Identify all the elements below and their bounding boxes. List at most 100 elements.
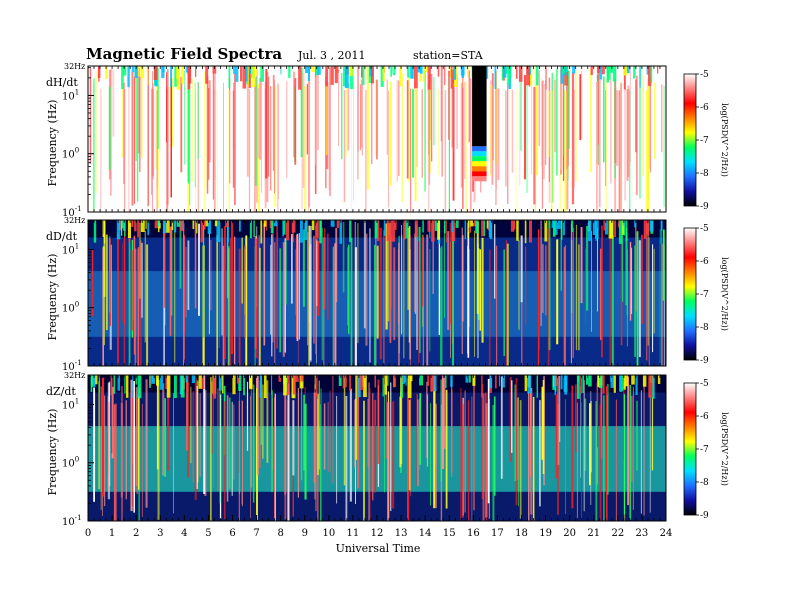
spectrogram-streak (170, 79, 172, 198)
x-tick-label: 4 (181, 528, 187, 539)
spectrogram-fringe (469, 220, 471, 233)
spectrogram-fringe (461, 66, 464, 78)
spectrogram-streak (443, 377, 446, 449)
spectrogram-fringe (116, 220, 121, 240)
x-tick-label: 17 (491, 528, 504, 539)
x-tick-label: 5 (205, 528, 211, 539)
spectrogram-streak (511, 89, 514, 173)
spectrogram-fringe (140, 220, 145, 232)
spectrogram-fringe (307, 66, 310, 81)
spectrogram-streak (438, 89, 440, 176)
spectrogram-streak (313, 235, 315, 344)
spectrogram-fringe (486, 220, 489, 229)
spectrogram-streak (294, 78, 297, 165)
spectrogram-fringe (382, 375, 384, 397)
spectrogram-fringe (362, 66, 365, 86)
spectrogram-fringe (174, 66, 178, 87)
spectrogram-streak (540, 78, 542, 167)
spectrogram-fringe (377, 220, 380, 242)
x-axis-label: Universal Time (336, 542, 421, 555)
spectrogram-streak (627, 376, 629, 506)
spectrogram-streak (329, 67, 331, 197)
spectrogram-streak (536, 85, 538, 176)
spectrogram-fringe (536, 66, 539, 86)
spectrogram-fringe (237, 375, 240, 384)
spectrogram-streak (198, 223, 200, 316)
spectrogram-fringe (103, 220, 106, 244)
spectrogram-streak (491, 69, 492, 191)
spectrogram-streak (478, 248, 480, 320)
spectrogram-streak (317, 66, 319, 151)
x-tick-label: 15 (443, 528, 456, 539)
spectrogram-fringe (249, 375, 253, 388)
x-tick-label: 22 (611, 528, 624, 539)
spectrogram-streak (100, 386, 102, 510)
spectrogram-streak (101, 377, 105, 497)
spectrogram-fringe (344, 66, 349, 88)
spectrogram-streak (316, 240, 317, 366)
spectrogram-fringe (95, 375, 98, 385)
spectrogram-streak (614, 68, 616, 179)
spectrogram-streak (357, 223, 359, 344)
spectrogram-streak (514, 384, 517, 481)
spectrogram-streak (461, 227, 463, 355)
spectrogram-streak (268, 76, 270, 177)
spectrogram-streak (292, 400, 295, 476)
panel-component-label: dH/dt (46, 76, 78, 89)
y-tick-exponent: 1 (75, 88, 79, 96)
spectrogram-streak (109, 236, 111, 313)
spectrogram-streak (530, 388, 533, 515)
colorbar-tick-label: -5 (700, 379, 709, 389)
spectrogram-fringe (187, 66, 191, 90)
spectrogram-streak (248, 89, 251, 212)
spectrogram-streak (284, 399, 287, 520)
spectrogram-fringe (170, 66, 173, 88)
spectrogram-fringe (311, 220, 315, 231)
spectrogram-streak (479, 249, 481, 331)
y-tick-label: 100 (62, 456, 79, 470)
spectrogram-streak (421, 89, 423, 178)
spectrogram-fringe (610, 220, 614, 239)
panel-top-freq-label: 32Hz (64, 216, 85, 225)
spectrogram-fringe (444, 66, 446, 86)
spectrogram-streak (600, 248, 602, 340)
spectrogram-streak (451, 390, 453, 473)
spectrogram-streak (338, 70, 340, 147)
spectrogram-streak (528, 391, 530, 521)
spectrogram-fringe (252, 66, 256, 88)
spectrogram-streak (393, 247, 396, 341)
spectrogram-streak (609, 228, 611, 366)
spectrogram-streak (542, 80, 544, 180)
spectrogram-fringe (524, 220, 527, 244)
spectrogram-streak (440, 246, 443, 366)
data-gap-band (472, 176, 487, 182)
spectrogram-streak (589, 68, 592, 173)
spectrogram-fringe (450, 375, 453, 387)
spectrogram-streak (278, 84, 279, 199)
colorbar-label: log(PSD(V^2/Hz)) (720, 412, 729, 486)
spectrogram-streak (411, 88, 414, 178)
spectrogram-fringe (298, 66, 302, 90)
spectrogram-streak (591, 230, 592, 332)
spectrogram-streak (579, 74, 581, 141)
spectrogram-fringe (419, 66, 422, 82)
spectrogram-streak (599, 404, 602, 521)
spectrogram-streak (279, 248, 282, 353)
spectrogram-streak (206, 75, 209, 194)
spectrogram-streak (306, 84, 308, 155)
spectrogram-fringe (403, 220, 406, 240)
spectrogram-fringe (145, 220, 147, 230)
spectrogram-streak (355, 375, 358, 460)
spectrogram-streak (245, 235, 248, 366)
spectrogram-streak (199, 393, 201, 477)
spectrogram-streak (272, 222, 274, 343)
x-tick-label: 21 (587, 528, 600, 539)
spectrogram-fringe (612, 66, 617, 82)
spectrogram-streak (531, 390, 533, 521)
spectrogram-fringe (192, 220, 195, 229)
y-tick-base: 10 (62, 459, 75, 470)
spectrogram-streak (137, 68, 140, 154)
spectrogram-streak (398, 242, 400, 366)
spectrogram-streak (125, 400, 127, 500)
